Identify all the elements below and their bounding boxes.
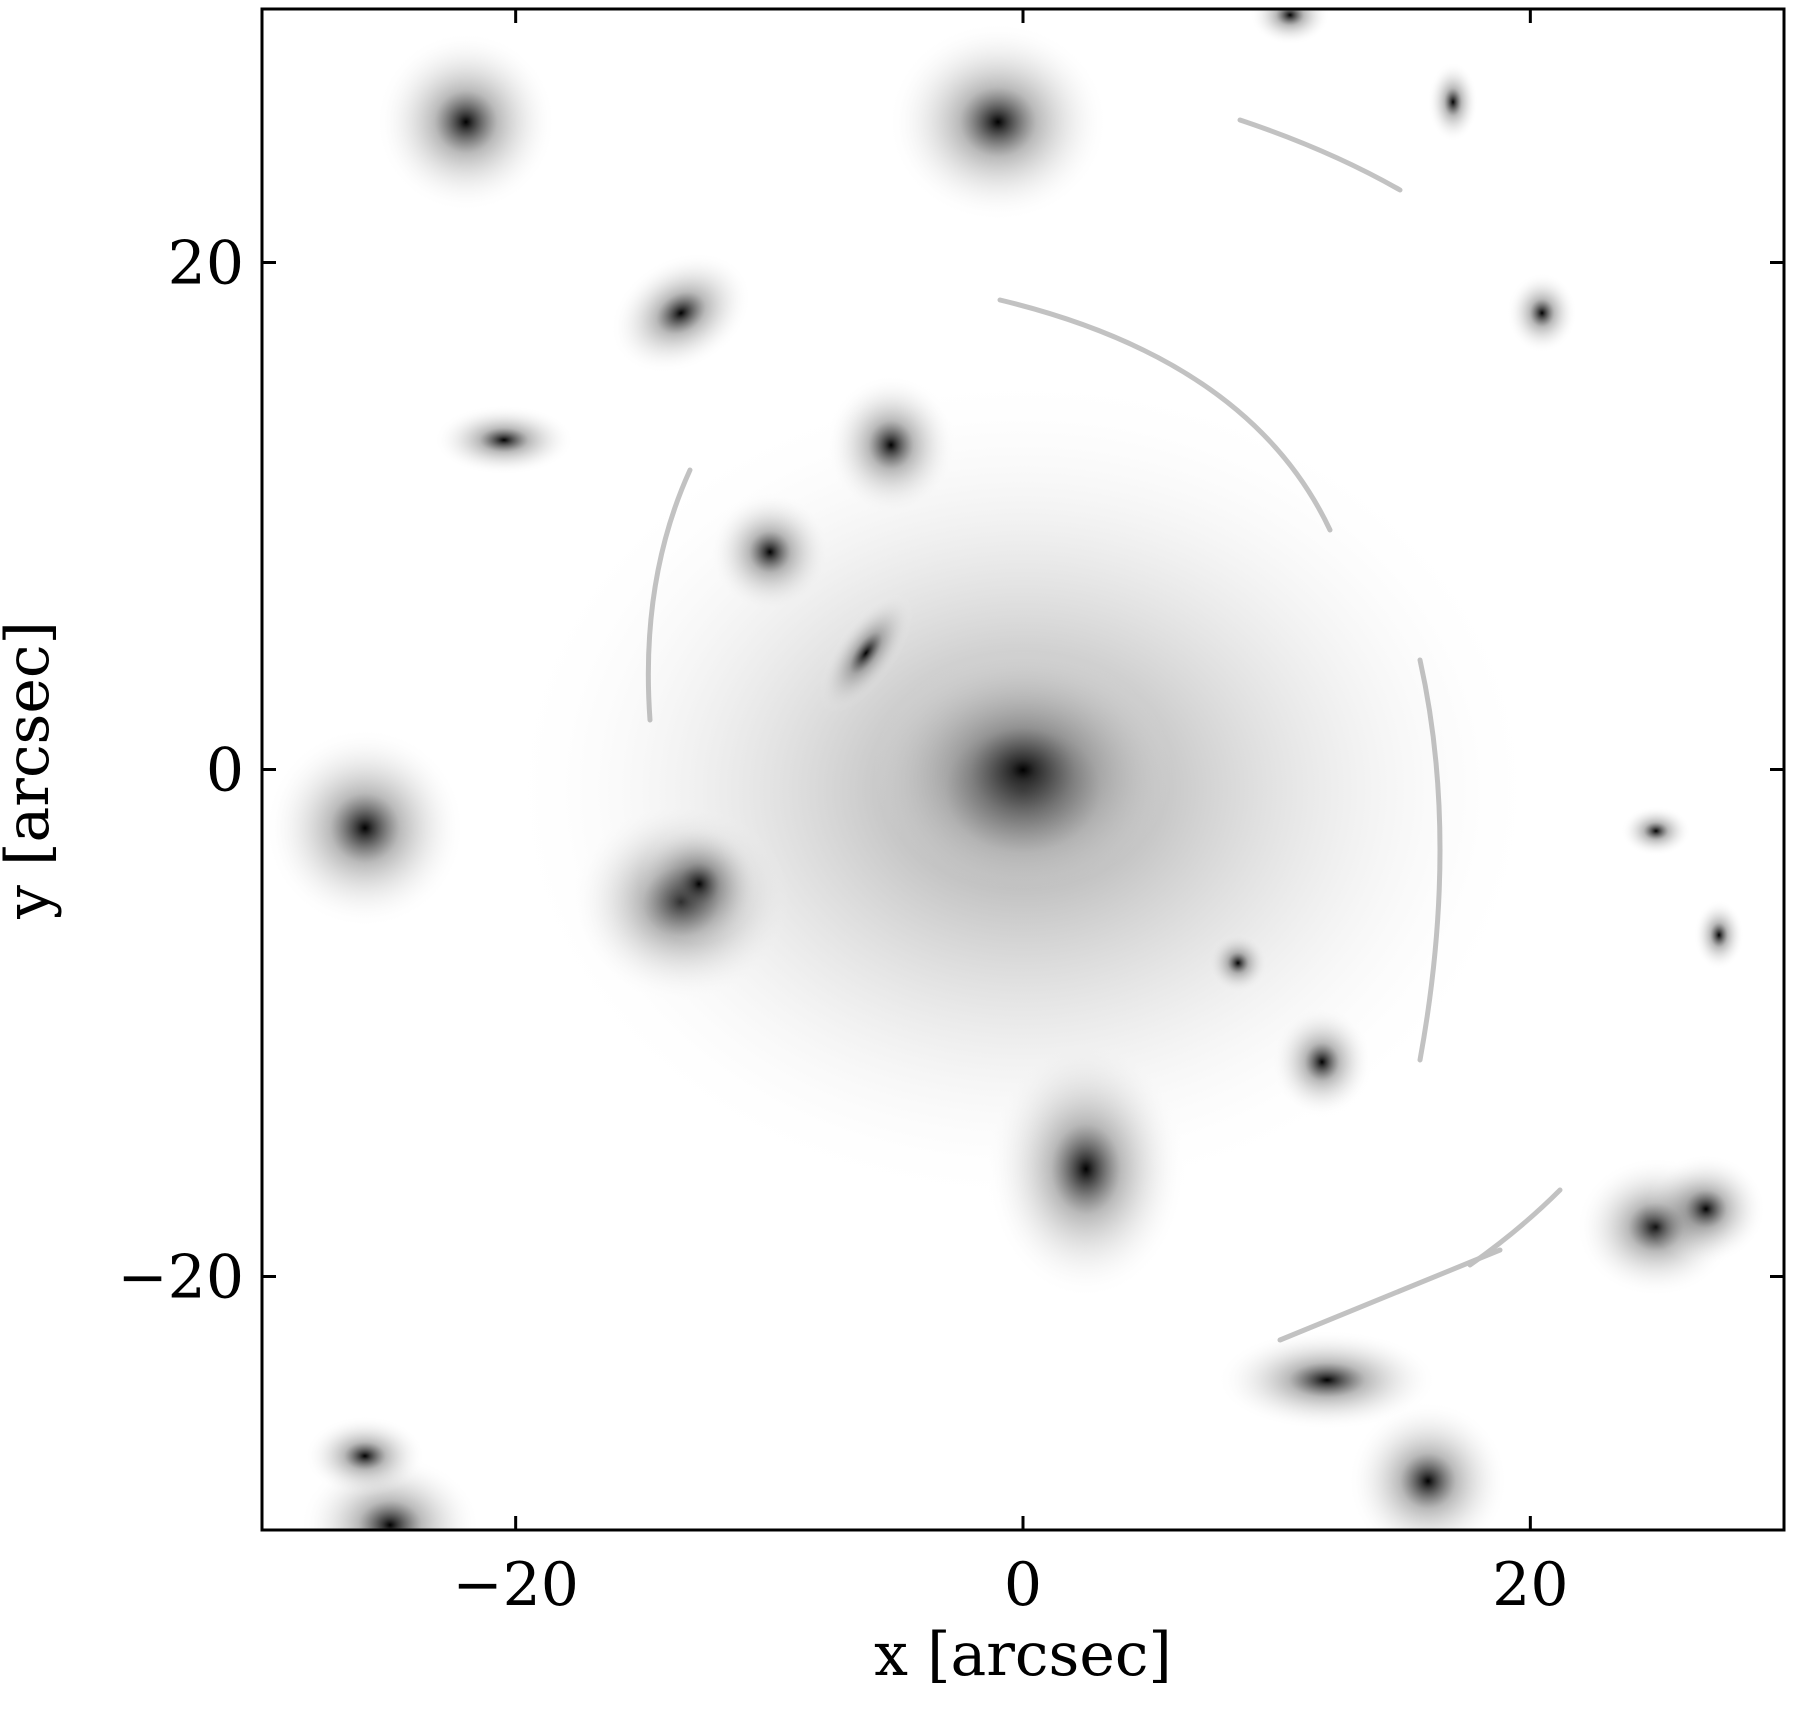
galaxy — [1694, 900, 1744, 970]
galaxy — [639, 824, 759, 944]
galaxy — [265, 728, 465, 928]
galaxy — [1217, 1330, 1437, 1430]
galaxy — [434, 405, 574, 475]
x-tick-label: 20 — [1492, 1550, 1568, 1620]
lensing-image — [265, 9, 1766, 1530]
galaxy — [1208, 933, 1268, 993]
arc — [1237, 117, 1403, 193]
arcs — [645, 117, 1563, 1343]
y-tick-label: −20 — [117, 1243, 244, 1313]
y-tick-label: 20 — [168, 229, 244, 299]
y-axis-label: y [arcsec] — [0, 621, 63, 920]
galaxy — [1250, 9, 1330, 45]
x-tick-label: −20 — [452, 1550, 579, 1620]
galaxy — [1621, 806, 1691, 856]
galaxy — [1272, 1007, 1372, 1117]
galaxy — [873, 650, 1173, 890]
galaxy — [818, 593, 914, 713]
x-axis-label: x [arcsec] — [874, 1620, 1172, 1690]
galaxy — [826, 375, 956, 515]
galaxy — [1348, 1401, 1508, 1530]
galaxy — [1646, 1154, 1766, 1264]
galaxy — [1428, 62, 1478, 142]
y-tick-label: 0 — [206, 736, 244, 806]
arc — [1467, 1187, 1563, 1268]
galaxy — [376, 32, 556, 212]
galaxy — [888, 22, 1108, 222]
arc — [1277, 1247, 1503, 1343]
galaxy — [1507, 273, 1577, 353]
galaxy — [710, 492, 830, 612]
galaxy — [610, 252, 752, 374]
x-tick-label: 0 — [1004, 1550, 1042, 1620]
galaxies — [265, 9, 1766, 1530]
galaxy — [305, 1416, 425, 1496]
arc — [997, 297, 1333, 533]
arc — [1417, 657, 1443, 1063]
galaxy — [986, 1039, 1186, 1299]
arc — [645, 467, 693, 723]
